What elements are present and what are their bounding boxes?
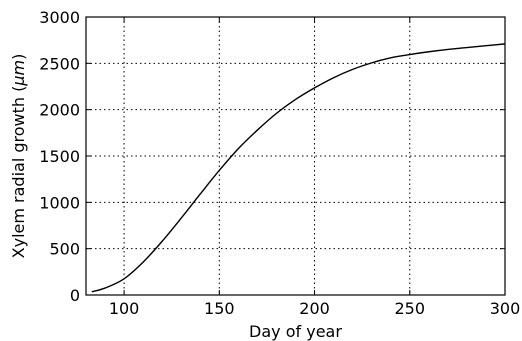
- grid: [86, 17, 505, 295]
- y-tick-label: 3000: [39, 8, 80, 27]
- x-tick-label: 150: [204, 299, 235, 318]
- y-tick-label: 2000: [39, 101, 80, 120]
- y-tick-label: 1500: [39, 147, 80, 166]
- x-tick-label: 100: [109, 299, 140, 318]
- y-axis-title-suffix: ): [9, 54, 28, 60]
- growth-curve-line: [91, 43, 506, 293]
- x-tick-label: 300: [490, 299, 521, 318]
- y-axis-title-prefix: Xylem radial growth (: [9, 86, 28, 259]
- y-tick-label: 0: [70, 286, 80, 305]
- x-tick-label: 250: [394, 299, 425, 318]
- y-tick-label: 500: [49, 240, 80, 259]
- y-tick-label: 1000: [39, 193, 80, 212]
- y-tick-label: 2500: [39, 54, 80, 73]
- x-tick-label: 200: [299, 299, 330, 318]
- y-axis-title-unit: μm: [9, 60, 28, 87]
- x-axis-title: Day of year: [249, 322, 342, 341]
- y-axis-title: Xylem radial growth (μm): [9, 54, 28, 259]
